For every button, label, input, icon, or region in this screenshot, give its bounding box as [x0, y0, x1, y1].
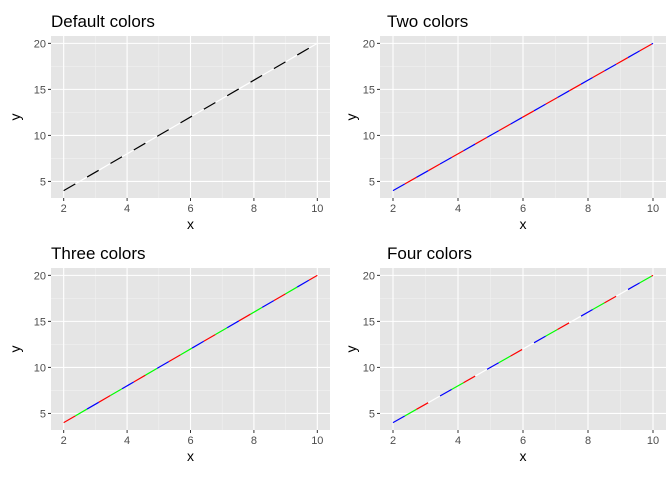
y-tick-label: 5 — [369, 408, 375, 420]
y-tick-label: 15 — [34, 84, 46, 96]
series-line-dash-4 — [392, 274, 654, 424]
x-tick-label: 4 — [455, 435, 461, 447]
panel-three-colors: Three colors 2 4 6 8 10 5 10 15 20 x y — [7, 244, 330, 464]
y-tick-label: 15 — [363, 84, 375, 96]
x-tick-label: 4 — [124, 435, 130, 447]
x-tick-label: 10 — [311, 203, 323, 215]
series-line — [392, 274, 654, 424]
series-line-dash-2 — [63, 42, 318, 192]
x-tick-label: 2 — [390, 435, 396, 447]
series-line — [63, 274, 318, 424]
y-tick-label: 5 — [40, 176, 46, 188]
panel-default-colors: Default colors 2 4 6 8 10 5 10 15 20 x y — [7, 12, 330, 232]
chart-title: Default colors — [51, 12, 155, 31]
y-tick-label: 10 — [34, 362, 46, 374]
series-line-dash-2 — [63, 274, 318, 424]
x-tick-label: 8 — [251, 203, 257, 215]
panel-two-colors: Two colors 2 4 6 8 10 5 10 15 20 x y — [343, 12, 666, 232]
y-tick-label: 10 — [363, 130, 375, 142]
x-tick-label: 6 — [520, 203, 526, 215]
x-axis-title: x — [187, 448, 194, 464]
y-tick-label: 20 — [34, 270, 46, 282]
x-tick-label: 6 — [187, 203, 193, 215]
series-line-dash-1 — [63, 274, 318, 424]
y-axis-title: y — [343, 114, 359, 121]
x-tick-label: 2 — [61, 435, 67, 447]
y-tick-label: 10 — [34, 130, 46, 142]
series-line — [63, 42, 318, 192]
y-tick-label: 5 — [40, 408, 46, 420]
x-tick-label: 10 — [647, 203, 659, 215]
x-tick-label: 8 — [585, 203, 591, 215]
series-line-dash-2 — [392, 42, 654, 192]
x-tick-label: 6 — [520, 435, 526, 447]
y-axis-title: y — [7, 346, 23, 353]
y-axis-title: y — [7, 114, 23, 121]
x-axis-title: x — [187, 216, 194, 232]
x-tick-label: 6 — [187, 435, 193, 447]
x-tick-label: 2 — [61, 203, 67, 215]
series-line-dash-3 — [392, 274, 654, 424]
y-axis-title: y — [343, 346, 359, 353]
y-tick-label: 20 — [34, 38, 46, 50]
x-axis-title: x — [520, 216, 527, 232]
panel-four-colors: Four colors 2 4 6 8 10 5 10 15 20 x y — [343, 244, 666, 464]
y-tick-label: 20 — [363, 38, 375, 50]
chart-title: Three colors — [51, 244, 145, 263]
y-tick-label: 20 — [363, 270, 375, 282]
x-tick-label: 8 — [585, 435, 591, 447]
chart-title: Two colors — [387, 12, 468, 31]
y-tick-label: 15 — [34, 316, 46, 328]
x-tick-label: 4 — [124, 203, 130, 215]
y-tick-label: 10 — [363, 362, 375, 374]
x-tick-label: 4 — [455, 203, 461, 215]
x-tick-label: 8 — [251, 435, 257, 447]
y-tick-label: 5 — [369, 176, 375, 188]
series-line-dash-1 — [392, 42, 654, 192]
x-tick-label: 2 — [390, 203, 396, 215]
x-tick-label: 10 — [647, 435, 659, 447]
series-line — [392, 42, 654, 192]
x-tick-label: 10 — [311, 435, 323, 447]
series-line-dash-1 — [63, 42, 318, 192]
x-axis-title: x — [520, 448, 527, 464]
y-tick-label: 15 — [363, 316, 375, 328]
chart-title: Four colors — [387, 244, 472, 263]
